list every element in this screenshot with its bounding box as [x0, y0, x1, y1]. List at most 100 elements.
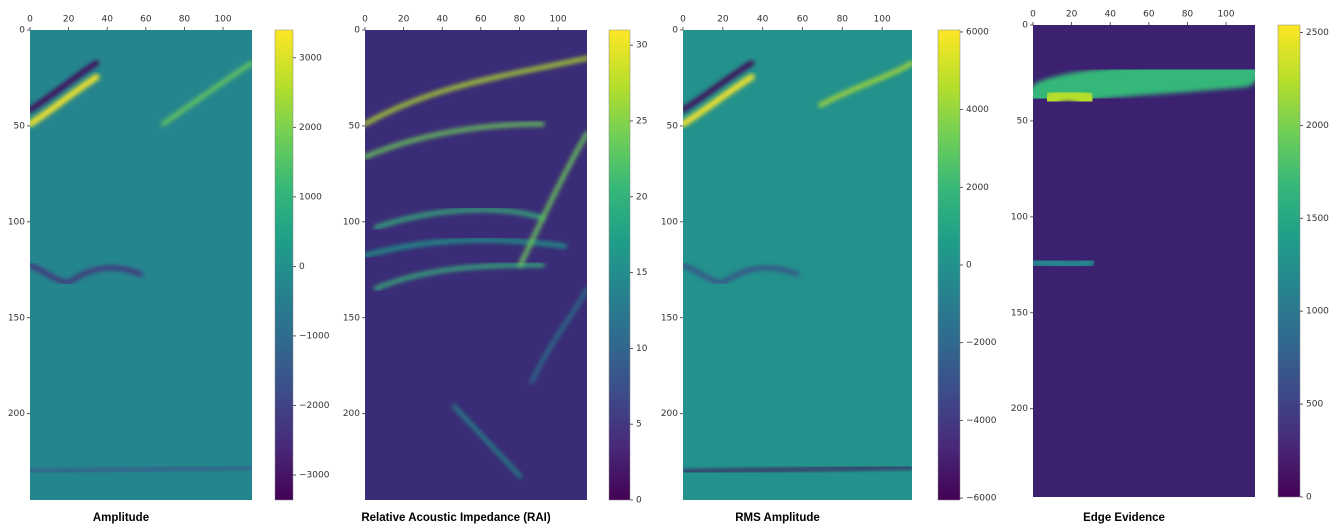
- image-texture: [683, 465, 912, 474]
- colorbar-tick-label: 0: [636, 496, 642, 506]
- image-texture: [683, 74, 755, 127]
- panel: 0 20 40 60 80 100 0 50 100 150 200 0 5 10 15 20 25 30 Rela…: [343, 15, 648, 525]
- panel: 0 20 40 60 80 100050100150200−3000−2000−10000…: [8, 15, 330, 525]
- y-tick-label: 50: [667, 121, 679, 131]
- x-tick-label: 40: [101, 15, 113, 25]
- image-texture: [683, 263, 800, 285]
- x-tick-label: 20: [1066, 10, 1078, 20]
- x-tick-label: 100: [1217, 10, 1234, 20]
- colorbar-tick-label: −3000: [299, 470, 330, 480]
- x-tick-label: 80: [1182, 10, 1194, 20]
- x-tick-label: 80: [514, 15, 526, 25]
- y-tick-label: 0: [354, 26, 360, 36]
- colorbar-tick-label: −6000: [966, 494, 997, 504]
- colorbar-tick-label: 3000: [299, 53, 322, 63]
- y-tick-label: 100: [8, 217, 25, 227]
- x-tick-label: 20: [398, 15, 410, 25]
- colorbar: [937, 29, 961, 501]
- image: [365, 30, 587, 500]
- x-tick-label: 100: [874, 15, 891, 25]
- colorbar-tick-label: 4000: [966, 105, 989, 115]
- colorbar-tick-label: 2500: [1306, 28, 1329, 38]
- x-tick-label: 20: [63, 15, 75, 25]
- y-tick-label: 100: [343, 217, 360, 227]
- image-texture: [365, 238, 567, 258]
- colorbar-tick-label: −2000: [966, 338, 997, 348]
- colorbar-tick-label: −4000: [966, 416, 997, 426]
- x-tick-label: 100: [214, 15, 231, 25]
- colorbar-tick-label: 25: [636, 116, 647, 126]
- image-texture: [530, 287, 587, 384]
- colorbar-tick-label: 6000: [966, 27, 989, 37]
- y-tick-label: 0: [1022, 21, 1028, 31]
- image: [30, 30, 252, 500]
- y-tick-label: 100: [661, 217, 678, 227]
- x-tick-label: 40: [436, 15, 448, 25]
- panel-title: Relative Acoustic Impedance (RAI): [361, 512, 551, 524]
- colorbar-tick-label: 2000: [299, 123, 322, 133]
- colorbar-tick-label: 20: [636, 192, 648, 202]
- image-texture: [161, 60, 252, 126]
- y-tick-label: 50: [1017, 116, 1029, 126]
- image: [683, 30, 912, 500]
- y-tick-label: 150: [343, 313, 360, 323]
- image-background: [30, 30, 252, 500]
- x-tick-label: 60: [797, 15, 809, 25]
- y-tick-label: 50: [14, 121, 26, 131]
- y-tick-label: 150: [661, 313, 678, 323]
- colorbar: [608, 29, 631, 501]
- image-texture: [30, 74, 100, 127]
- colorbar-tick-label: 1000: [299, 192, 322, 202]
- colorbar: [1277, 24, 1301, 498]
- colorbar-tick-label: 2000: [966, 183, 989, 193]
- image-background: [683, 30, 912, 500]
- y-tick-label: 200: [1011, 404, 1028, 414]
- x-tick-label: 80: [179, 15, 191, 25]
- image-texture: [365, 56, 587, 126]
- y-tick-label: 150: [1011, 308, 1028, 318]
- x-tick-label: 0: [680, 15, 686, 25]
- y-tick-label: 0: [19, 26, 25, 36]
- image-texture: [30, 263, 143, 285]
- colorbar-tick-label: 30: [636, 41, 648, 51]
- panel: 0 20 40 60 80 1000501001502000500100015002000…: [1011, 10, 1329, 525]
- y-tick-label: 50: [349, 121, 361, 131]
- image-texture: [374, 263, 545, 291]
- colorbar-tick-label: −2000: [299, 401, 330, 411]
- image-texture: [518, 131, 587, 267]
- x-tick-label: 60: [1143, 10, 1155, 20]
- image-texture: [683, 60, 755, 113]
- colorbar-tick-label: 500: [1306, 400, 1323, 410]
- x-tick-label: 20: [717, 15, 729, 25]
- x-tick-label: 40: [1104, 10, 1116, 20]
- y-tick-label: 0: [672, 26, 678, 36]
- colorbar-tick-label: 2000: [1306, 121, 1329, 131]
- y-tick-label: 200: [661, 409, 678, 419]
- colorbar-tick-label: 0: [299, 262, 305, 272]
- image-texture: [30, 60, 100, 113]
- image-texture: [452, 404, 522, 478]
- y-tick-label: 200: [8, 409, 25, 419]
- image-texture: [1042, 85, 1097, 109]
- panel: 0 20 40 60 80 100 0 50 100 150 200 −6000 −4000 −2000 0…: [661, 15, 997, 525]
- y-tick-label: 150: [8, 313, 25, 323]
- colorbar-tick-label: 1000: [1306, 307, 1329, 317]
- image-texture: [374, 207, 545, 230]
- x-tick-label: 0: [362, 15, 368, 25]
- x-tick-label: 0: [27, 15, 33, 25]
- y-tick-label: 200: [343, 409, 360, 419]
- image-texture: [1033, 254, 1096, 273]
- colorbar-tick-label: 0: [966, 261, 972, 271]
- x-tick-label: 80: [837, 15, 849, 25]
- panel-title: Amplitude: [93, 512, 149, 524]
- x-tick-label: 60: [475, 15, 487, 25]
- image-texture: [818, 60, 912, 108]
- panel-title: RMS Amplitude: [735, 512, 820, 524]
- x-tick-label: 0: [1030, 10, 1036, 20]
- y-tick-label: 100: [1011, 212, 1028, 222]
- x-tick-label: 40: [757, 15, 769, 25]
- colorbar: [274, 29, 294, 501]
- x-tick-label: 100: [549, 15, 566, 25]
- x-tick-label: 60: [140, 15, 152, 25]
